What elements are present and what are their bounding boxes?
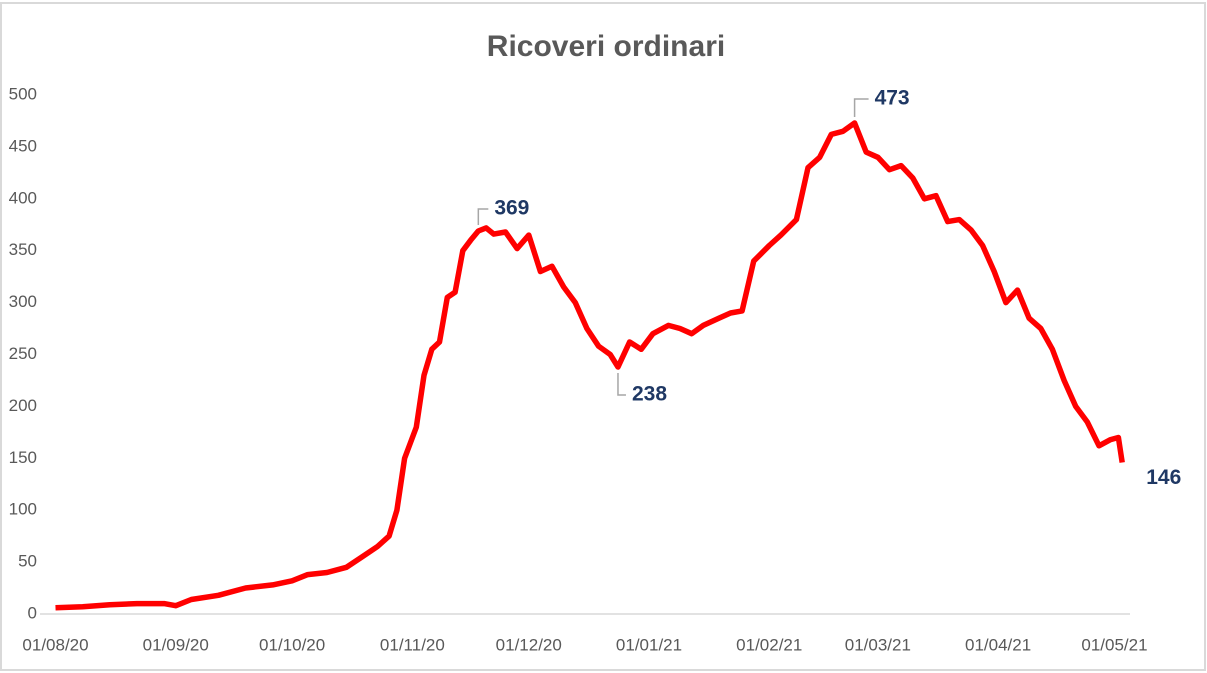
x-tick-label: 01/10/20 bbox=[259, 635, 325, 654]
y-tick-label: 50 bbox=[18, 552, 37, 571]
x-tick-label: 01/08/20 bbox=[22, 635, 88, 654]
y-tick-label: 450 bbox=[9, 136, 37, 155]
x-tick-label: 01/09/20 bbox=[143, 635, 209, 654]
data-label: 146 bbox=[1146, 466, 1181, 489]
y-tick-label: 300 bbox=[9, 292, 37, 311]
y-tick-label: 500 bbox=[9, 84, 37, 103]
leader-line bbox=[617, 372, 626, 396]
x-tick-label: 01/11/20 bbox=[380, 635, 445, 654]
x-tick-label: 01/12/20 bbox=[496, 635, 562, 654]
y-tick-label: 400 bbox=[9, 188, 37, 207]
x-tick-label: 01/02/21 bbox=[736, 635, 802, 654]
data-line bbox=[55, 120, 1125, 611]
y-tick-label: 200 bbox=[9, 396, 37, 415]
x-tick-label: 01/01/21 bbox=[616, 635, 682, 654]
data-label: 238 bbox=[632, 383, 667, 406]
y-tick-label: 0 bbox=[28, 603, 37, 622]
data-label: 369 bbox=[494, 197, 529, 220]
data-label: 473 bbox=[875, 87, 910, 110]
y-tick-label: 150 bbox=[9, 448, 37, 467]
y-tick-label: 100 bbox=[9, 500, 37, 519]
leader-line bbox=[477, 208, 489, 225]
chart-title: Ricoveri ordinari bbox=[487, 30, 725, 63]
y-tick-label: 250 bbox=[9, 344, 37, 363]
x-tick-label: 01/04/21 bbox=[965, 635, 1031, 654]
y-tick-label: 350 bbox=[9, 240, 37, 259]
x-tick-label: 01/03/21 bbox=[845, 635, 911, 654]
leader-line bbox=[853, 98, 869, 118]
x-tick-label: 01/05/21 bbox=[1081, 635, 1147, 654]
